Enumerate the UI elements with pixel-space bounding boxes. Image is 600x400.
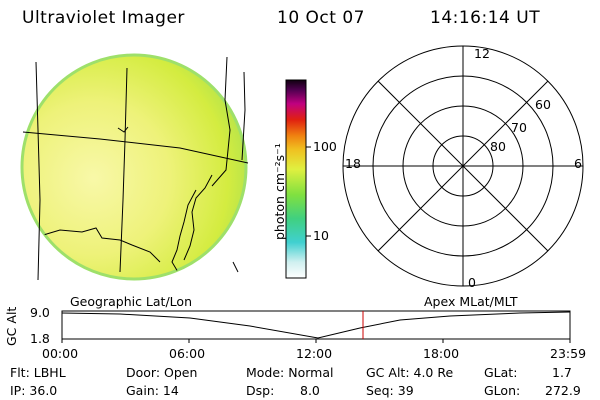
timeline-right-caption: Apex MLat/MLT (424, 294, 518, 309)
coastline (171, 189, 197, 273)
colorbar-tick-100: 100 (313, 139, 337, 154)
glon-label: GLon: (484, 383, 521, 398)
door-status: Door: Open (126, 365, 198, 380)
glat-value: 1.7 (552, 365, 572, 380)
colorbar (285, 79, 311, 279)
time-tick-1800: 18:00 (423, 346, 460, 361)
mode-status: Mode: Normal (246, 365, 334, 380)
timeline-left-caption: Geographic Lat/Lon (70, 294, 192, 309)
polar-grid (342, 45, 584, 287)
glon-value: 272.9 (545, 383, 581, 398)
mlt-label-0: 0 (468, 275, 476, 290)
earth-disk-image (20, 53, 248, 281)
time-tick-0600: 06:00 (169, 346, 206, 361)
geographic-grid (22, 56, 249, 281)
time-tick-1200: 12:00 (296, 346, 333, 361)
glat-label: GLat: (484, 365, 518, 380)
ip-status: IP: 36.0 (10, 383, 58, 398)
filter-status: Flt: LBHL (10, 365, 66, 380)
seq-status: Seq: 39 (366, 383, 414, 398)
dsp-value: 8.0 (300, 383, 320, 398)
mlt-label-12: 12 (474, 46, 490, 61)
observation-date: 10 Oct 07 (277, 8, 365, 28)
timeline-ytick-top: 9.0 (30, 305, 50, 320)
coastline-3 (39, 227, 161, 263)
lat-label-60: 60 (535, 97, 551, 112)
coastline-2 (183, 174, 213, 261)
time-tick-2359: 23:59 (550, 346, 587, 361)
gc-alt-status: GC Alt: 4.0 Re (366, 365, 454, 380)
timeline-ytick-bottom: 1.8 (30, 331, 50, 346)
observation-time: 14:16:14 UT (430, 8, 541, 28)
gain-status: Gain: 14 (126, 383, 179, 398)
mlt-label-6: 6 (574, 156, 582, 171)
colorbar-unit-label: photon cm⁻²s⁻¹ (272, 143, 287, 240)
coastline-4 (117, 126, 129, 133)
colorbar-tick-10: 10 (313, 228, 329, 243)
timeline-axis-title: GC Alt (4, 306, 19, 346)
app-title: Ultraviolet Imager (22, 8, 185, 28)
time-tick-0000: 00:00 (42, 346, 79, 361)
altitude-timeline (61, 310, 571, 343)
lat-label-70: 70 (511, 120, 527, 135)
dsp-label: Dsp: (246, 383, 275, 398)
mlt-label-18: 18 (345, 156, 361, 171)
lat-label-80: 80 (490, 139, 506, 154)
